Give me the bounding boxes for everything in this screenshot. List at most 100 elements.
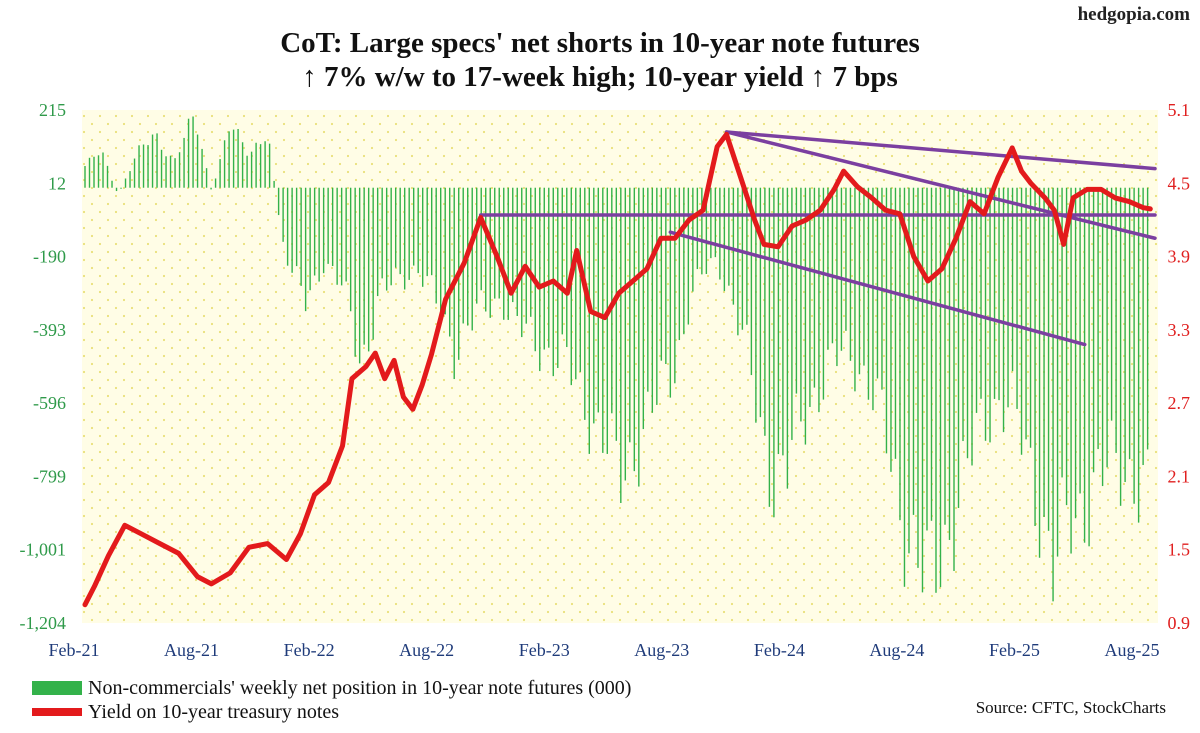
net-position-bar [318, 187, 320, 282]
net-position-bar [827, 187, 829, 350]
net-position-bar [313, 187, 316, 276]
net-position-bar [421, 187, 424, 287]
right-axis-tick-label: 5.1 [1168, 100, 1191, 120]
net-position-bar [759, 187, 762, 418]
net-position-bar [282, 187, 284, 242]
net-position-bar [908, 187, 910, 554]
left-axis-ticks: 215 12 -190 -393 -596 -799 -1,001 -1,204 [20, 100, 67, 633]
trendlines [478, 130, 1157, 347]
net-position-bar [948, 187, 951, 540]
net-position-bar [899, 187, 901, 521]
net-position-bar [534, 187, 536, 352]
net-position-bar [426, 187, 428, 277]
net-position-bar [786, 187, 789, 489]
net-position-bar [525, 187, 527, 324]
net-position-bar [804, 187, 807, 445]
net-position-bar [579, 187, 581, 372]
net-position-bar [624, 187, 627, 481]
net-position-bar [939, 187, 942, 588]
legend-item-bars: Non-commercials' weekly net position in … [32, 676, 631, 700]
net-position-bar [1106, 187, 1108, 468]
net-position-bar [349, 187, 352, 312]
net-position-bar [138, 145, 140, 188]
net-position-bar [1016, 187, 1018, 409]
right-axis-tick-label: 4.5 [1168, 173, 1191, 193]
net-position-bar [944, 187, 946, 525]
net-position-bar [926, 187, 928, 531]
x-axis-ticks: Feb-21 Aug-21 Feb-22 Aug-22 Feb-23 Aug-23 Feb-… [49, 640, 1160, 660]
legend: Non-commercials' weekly net position in … [32, 676, 631, 724]
net-position-bar [1137, 187, 1140, 523]
right-axis-ticks: 5.1 4.5 3.9 3.3 2.7 2.1 1.5 0.9 [1168, 100, 1191, 633]
net-position-bar [1029, 187, 1032, 448]
right-axis-tick-label: 2.7 [1168, 393, 1191, 413]
left-axis-tick-label: -596 [33, 393, 66, 413]
net-position-bar [214, 178, 217, 188]
net-position-bar [1034, 187, 1036, 527]
net-position-bar [1119, 187, 1122, 506]
left-axis-tick-label: -393 [33, 320, 66, 340]
net-position-bar [300, 187, 302, 286]
net-position-bar [701, 187, 703, 275]
net-position-bar [1025, 187, 1027, 440]
net-position-bar [975, 187, 978, 413]
net-position-bar [88, 157, 91, 188]
right-axis-tick-label: 2.1 [1168, 466, 1191, 486]
right-axis-tick-label: 0.9 [1168, 613, 1191, 633]
net-position-bar [372, 187, 374, 340]
net-position-bar [773, 187, 775, 518]
net-position-bar [503, 187, 505, 320]
x-axis-tick-label: Feb-25 [989, 640, 1040, 660]
x-axis-tick-label: Feb-23 [519, 640, 570, 660]
net-position-bar [160, 149, 163, 188]
net-position-bar [340, 187, 343, 286]
net-position-bar [327, 187, 329, 264]
source-note: Source: CFTC, StockCharts [975, 698, 1166, 717]
net-position-bar [728, 187, 730, 286]
net-position-bar [795, 187, 798, 394]
net-position-bar [277, 187, 280, 216]
net-position-bar [732, 187, 735, 305]
net-position-bar [548, 187, 550, 348]
net-position-bar [1047, 187, 1050, 531]
net-position-bar [813, 187, 816, 388]
net-position-bar [710, 187, 712, 259]
net-position-bar [147, 145, 149, 188]
net-position-bar [705, 187, 708, 274]
net-position-bar [809, 187, 811, 407]
net-position-bar [917, 187, 919, 568]
net-position-bar [1074, 187, 1077, 519]
net-position-bar [962, 187, 964, 442]
net-position-bar [629, 187, 631, 443]
left-axis-tick-label: -1,204 [20, 613, 67, 633]
net-position-bar [507, 187, 509, 320]
net-position-bar [142, 144, 145, 188]
trendline [724, 130, 1157, 171]
net-position-bar [557, 187, 559, 368]
net-position-bar [115, 187, 118, 192]
net-position-bar [521, 187, 523, 338]
net-position-bar [687, 187, 690, 325]
net-position-bar [588, 187, 590, 454]
net-position-bar [750, 187, 753, 376]
net-position-bar [295, 187, 298, 267]
net-position-bar [385, 187, 388, 291]
net-position-bar [620, 187, 622, 503]
net-position-bar [336, 187, 338, 285]
net-position-bar [845, 187, 847, 331]
net-position-bar [1052, 187, 1054, 602]
net-position-bar [286, 187, 289, 266]
net-position-bar [412, 187, 415, 266]
net-position-bar [1115, 187, 1117, 453]
left-axis-tick-label: -190 [33, 246, 66, 266]
net-position-bar [633, 187, 636, 472]
net-position-bar [246, 155, 248, 188]
net-position-bar [133, 158, 136, 188]
x-axis-tick-label: Feb-22 [284, 640, 335, 660]
left-axis-tick-label: 215 [39, 100, 66, 120]
net-position-bar [1097, 187, 1099, 450]
net-position-bar [156, 133, 158, 188]
net-position-bar [615, 187, 618, 441]
net-position-bar [1110, 187, 1113, 421]
net-position-bar [714, 187, 717, 258]
